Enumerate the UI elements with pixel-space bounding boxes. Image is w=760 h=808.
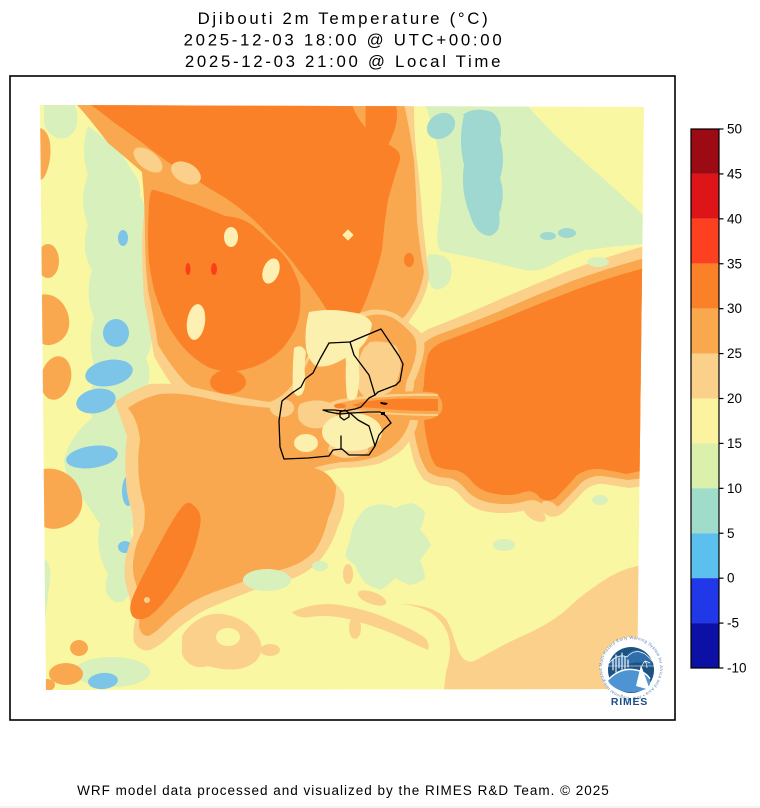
svg-text:-5: -5: [727, 616, 739, 631]
svg-text:25: 25: [727, 346, 742, 361]
svg-text:0: 0: [727, 571, 735, 586]
svg-text:40: 40: [727, 211, 742, 226]
svg-text:-10: -10: [727, 661, 747, 676]
svg-text:30: 30: [727, 301, 742, 316]
svg-text:35: 35: [727, 256, 742, 271]
svg-text:5: 5: [727, 526, 735, 541]
svg-text:2025-12-03 21:00 @ Local Time: 2025-12-03 21:00 @ Local Time: [185, 52, 503, 71]
svg-text:45: 45: [727, 166, 742, 181]
svg-text:WRF model data processed and v: WRF model data processed and visualized …: [77, 783, 610, 798]
svg-text:15: 15: [727, 436, 742, 451]
svg-text:RIMES: RIMES: [611, 696, 648, 708]
svg-text:50: 50: [727, 122, 742, 137]
svg-text:20: 20: [727, 391, 742, 406]
svg-text:10: 10: [727, 481, 742, 496]
svg-text:2025-12-03 18:00 @ UTC+00:00: 2025-12-03 18:00 @ UTC+00:00: [184, 31, 505, 50]
svg-text:Djibouti 2m Temperature (°C): Djibouti 2m Temperature (°C): [198, 9, 491, 28]
